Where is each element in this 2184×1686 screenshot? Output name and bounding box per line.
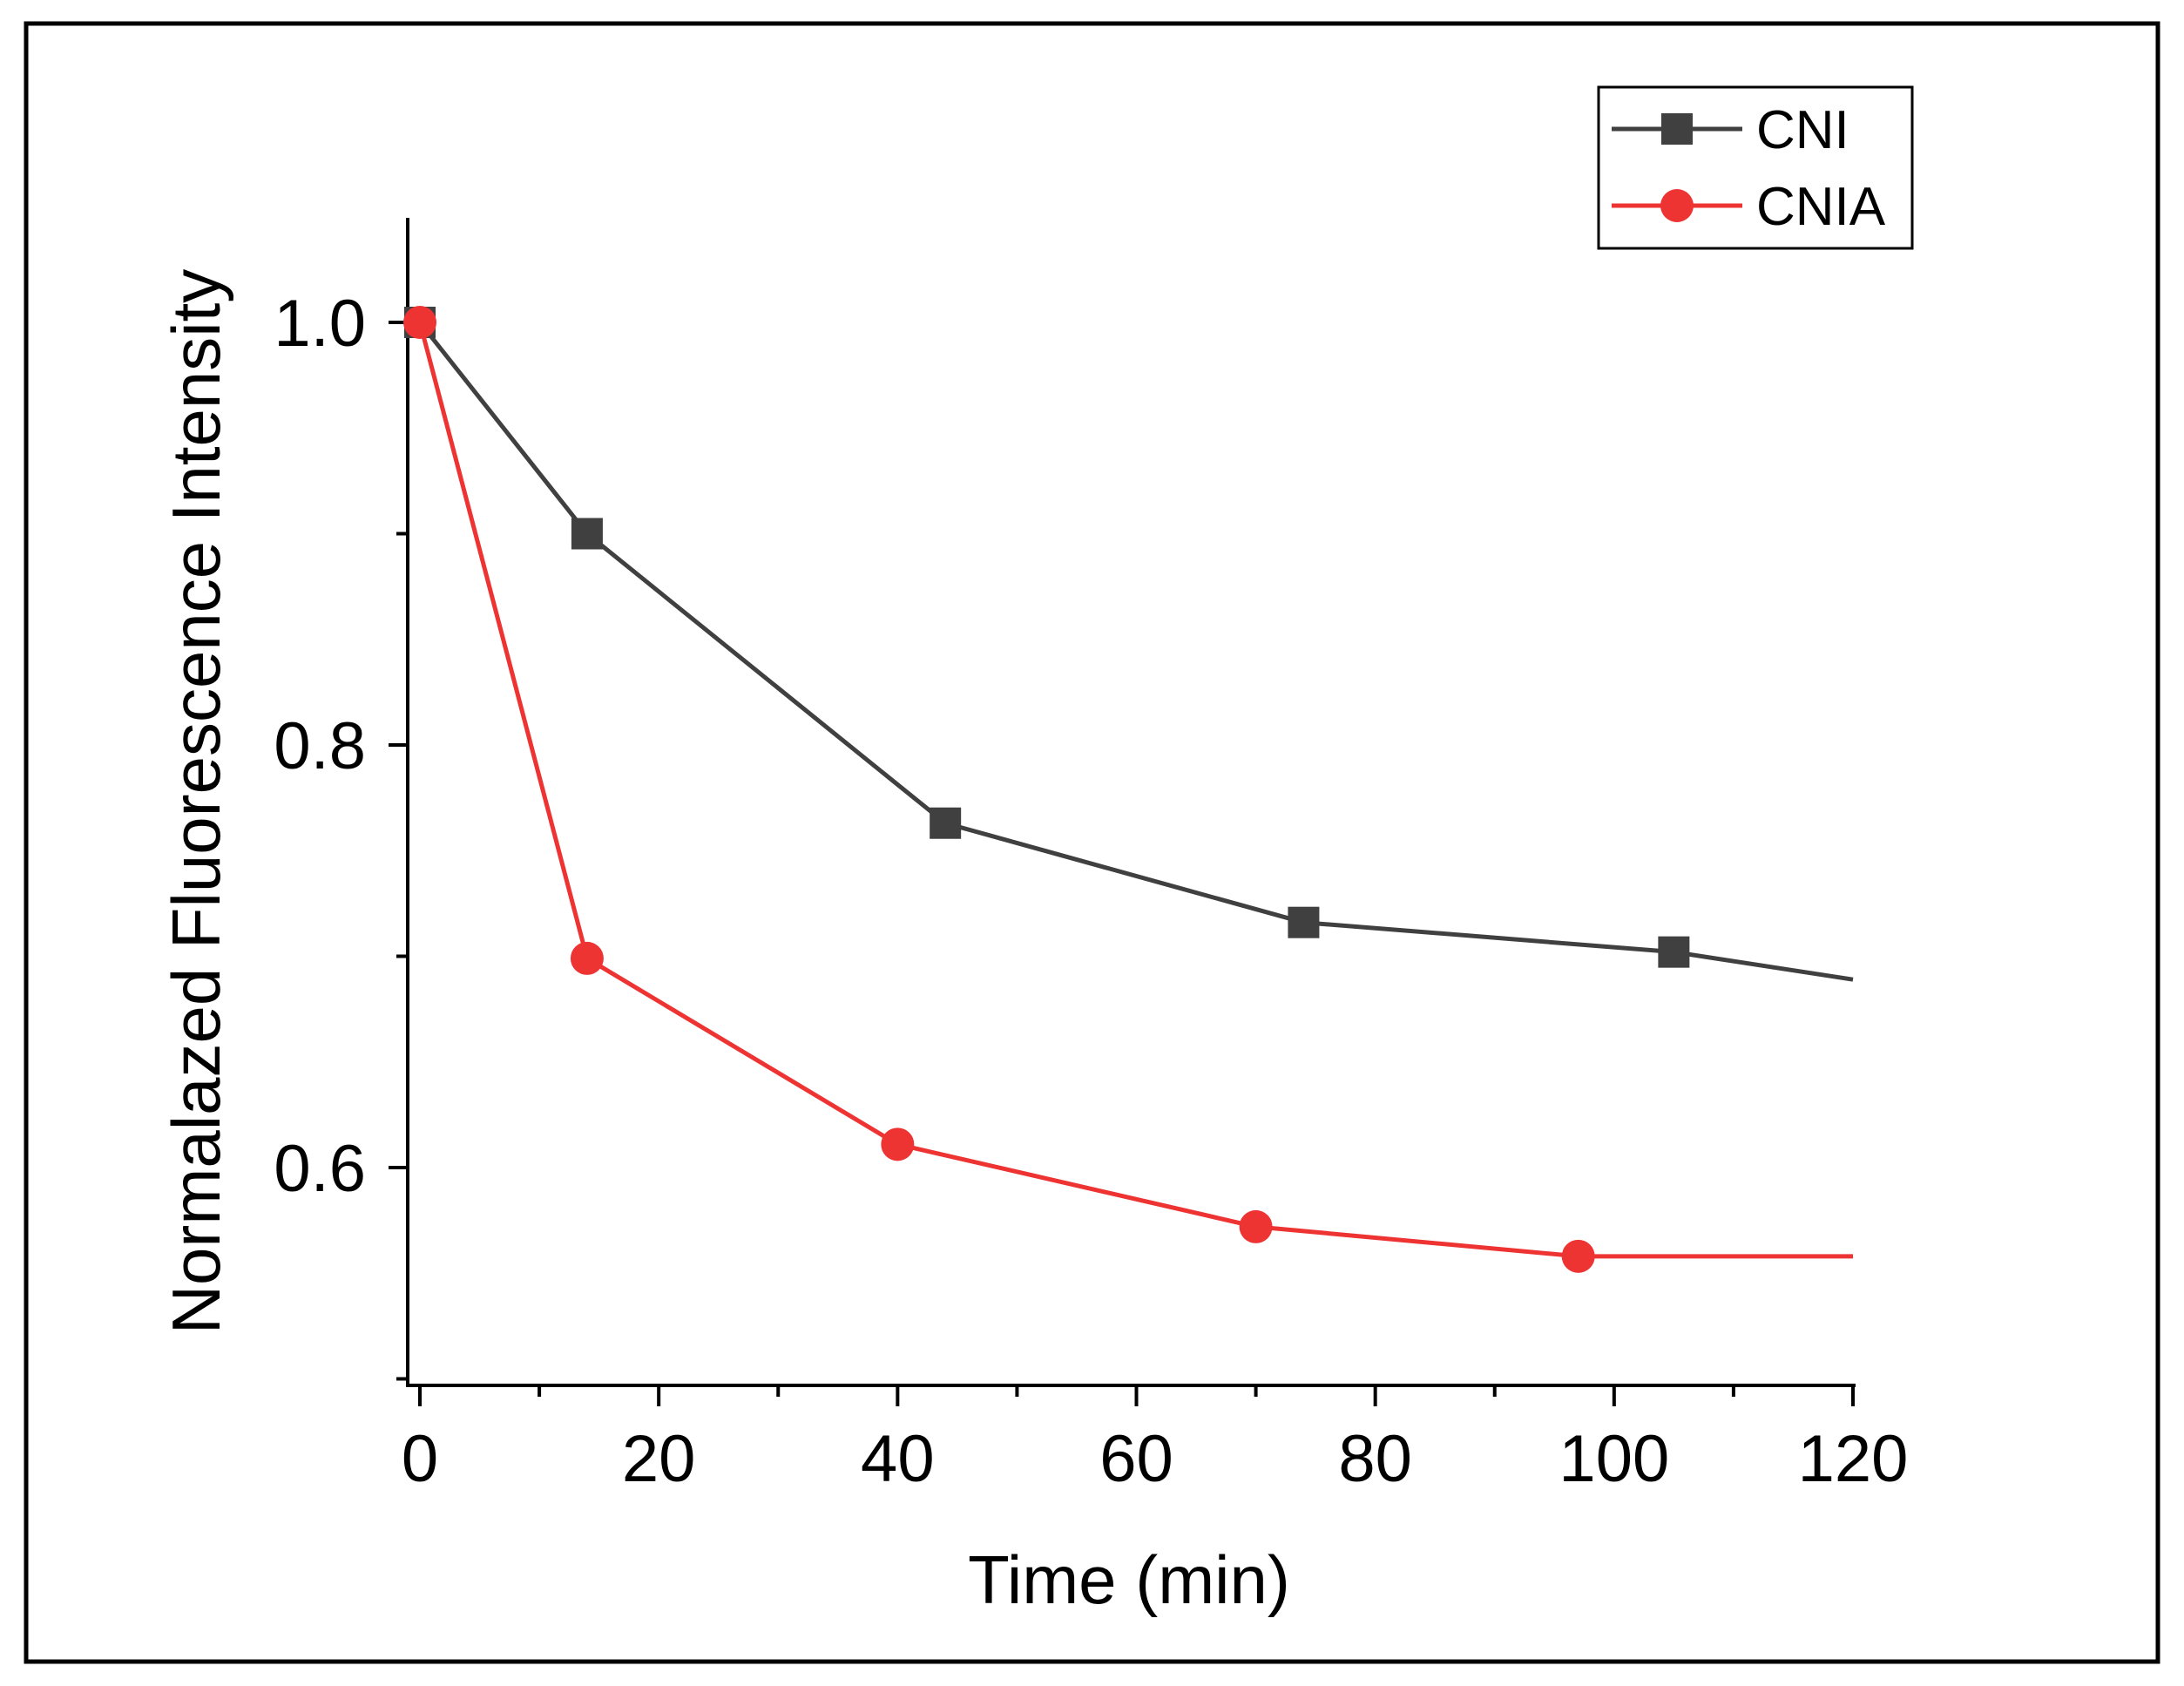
legend-cni-label: CNI	[1756, 100, 1849, 160]
legend-box	[1597, 85, 1914, 250]
legend: CNI CNIA	[1597, 85, 1914, 250]
legend-cnia-marker	[1660, 189, 1694, 222]
x-tick-label: 80	[1338, 1422, 1412, 1496]
x-tick-label: 60	[1099, 1422, 1173, 1496]
y-tick-label: 0.6	[274, 1132, 366, 1206]
legend-cni-marker	[1661, 113, 1693, 145]
plot-area: 0 20 40 60 80 100 120 0.6 0.8 1.0	[274, 218, 1908, 1496]
series-line-cni	[418, 321, 1854, 982]
series-layer	[403, 306, 1854, 1273]
y-tick-label: 1.0	[274, 287, 366, 361]
x-tick-label: 100	[1559, 1422, 1669, 1496]
data-point-cnia	[1561, 1239, 1595, 1273]
x-tick-label: 40	[861, 1422, 935, 1496]
series-line-cnia	[417, 322, 1853, 1259]
data-point-cnia	[403, 306, 436, 339]
data-point-cnia	[570, 941, 604, 975]
data-point-cni	[1288, 906, 1320, 938]
y-ticks: 0.6 0.8 1.0	[274, 287, 408, 1381]
x-tick-label: 120	[1798, 1422, 1909, 1496]
legend-cnia-label: CNIA	[1756, 177, 1886, 237]
x-tick-label: 0	[402, 1422, 438, 1496]
figure-border	[24, 21, 2160, 1664]
x-tick-label: 20	[622, 1422, 696, 1496]
x-ticks: 0 20 40 60 80 100 120	[402, 1385, 1909, 1496]
x-axis-title: Time (min)	[968, 1541, 1290, 1618]
y-axis-title: Normalazed Fluorescence Intensity	[158, 269, 234, 1335]
data-point-cnia	[1239, 1209, 1273, 1243]
data-point-cni	[571, 518, 603, 550]
y-tick-label: 0.8	[274, 709, 366, 783]
data-point-cni	[930, 807, 962, 839]
data-point-cnia	[881, 1127, 915, 1161]
data-point-cni	[1658, 936, 1690, 968]
